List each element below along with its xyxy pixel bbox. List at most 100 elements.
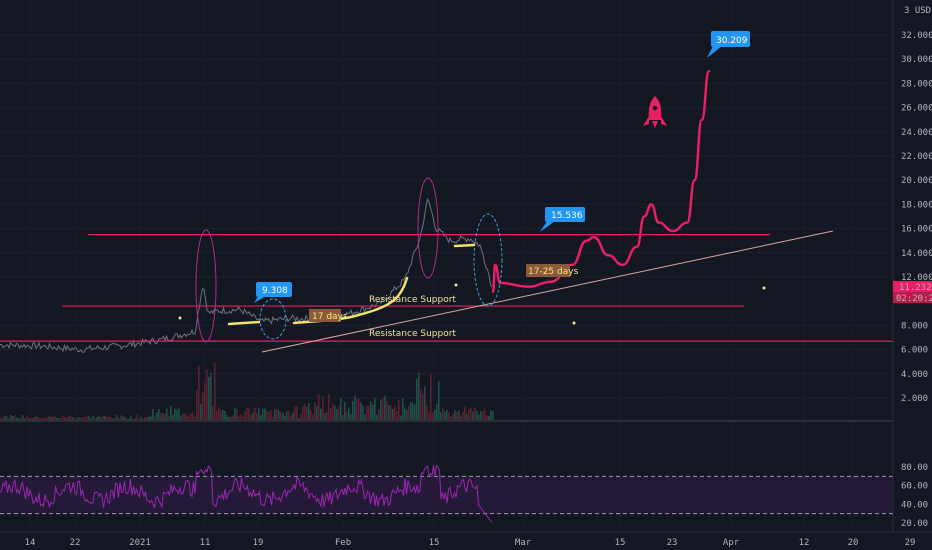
volume-bar (318, 394, 320, 420)
volume-bar (32, 417, 34, 420)
volume-bar (288, 411, 290, 420)
volume-bar (14, 415, 16, 420)
volume-bar (202, 392, 204, 420)
volume-bar (388, 405, 390, 420)
volume-bar (454, 410, 456, 420)
volume-bar (62, 415, 64, 420)
volume-bar (82, 417, 84, 420)
volume-bar (452, 414, 454, 420)
volume-bar (6, 415, 8, 420)
time-tick-label: 22 (70, 538, 81, 548)
volume-bar (316, 406, 318, 420)
price-tick-label: 26.000 (901, 104, 932, 114)
rocket-fin-right (661, 116, 667, 126)
time-tick-label: 29 (905, 538, 916, 548)
volume-bar (254, 408, 256, 420)
volume-bar (130, 415, 132, 420)
volume-bar (226, 415, 228, 420)
volume-bar (168, 415, 170, 420)
volume-bar (96, 417, 98, 420)
volume-bar (378, 409, 380, 420)
volume-bar (38, 417, 40, 420)
volume-bar (200, 404, 202, 420)
ellipse-2 (259, 298, 287, 340)
volume-bar (170, 405, 172, 420)
ellipse-1 (195, 229, 217, 343)
callout-15536-pointer (540, 221, 555, 232)
volume-bar (324, 413, 326, 420)
ellipses (195, 177, 503, 343)
volume-bar (282, 412, 284, 420)
time-tick-label: 23 (667, 538, 678, 548)
volume-bar (2, 417, 4, 420)
volume-bar (320, 408, 322, 420)
price-tick-label: 20.000 (901, 176, 932, 186)
volume-bar (152, 408, 154, 420)
volume-bar (4, 416, 6, 420)
volume-bar (450, 416, 452, 420)
ellipse-4 (473, 213, 503, 307)
callout-9308-box (256, 282, 292, 297)
rocket-icon (643, 96, 667, 128)
countdown-tag-text: 02:20:29 (896, 294, 932, 304)
volume-bar (108, 416, 110, 420)
volume-bar (30, 417, 32, 420)
volume-bar (16, 417, 18, 420)
volume-bar (18, 418, 20, 420)
volume-bar (438, 380, 440, 420)
volume-bar (302, 406, 304, 420)
marker-2 (454, 283, 458, 287)
volume-bar (248, 408, 250, 420)
rsi-pane-divider (0, 420, 932, 422)
volume-bar (174, 408, 176, 420)
volume-bar (386, 400, 388, 420)
price-tick-label: 24.000 (901, 128, 932, 138)
volume-bar (10, 415, 12, 420)
volume-bar (154, 416, 156, 420)
volume-bar (172, 414, 174, 420)
volume-bar (260, 415, 262, 420)
resistance-support-label-1: Resistance Support (369, 295, 456, 305)
volume-bar (406, 410, 408, 420)
time-axis-bg[interactable] (0, 532, 932, 550)
volume-bar (264, 408, 266, 420)
price-tick-label: 28.000 (901, 79, 932, 89)
price-axis-bg[interactable] (893, 0, 932, 550)
volume-bar (240, 414, 242, 420)
volume-bar (332, 403, 334, 420)
volume-bar (392, 409, 394, 420)
callout-9308-text: 9.308 (262, 286, 288, 296)
volume-bar (24, 418, 26, 420)
volume-bar (80, 417, 82, 420)
volume-bar (76, 417, 78, 420)
volume-bar (394, 406, 396, 420)
volume-bar (280, 411, 282, 420)
volume-bar (306, 406, 308, 420)
volume-bar (322, 396, 324, 420)
volume-bar (442, 408, 444, 420)
volume-bar (480, 411, 482, 420)
volume-bar (390, 405, 392, 420)
volume-bar (176, 409, 178, 420)
volume-bar (138, 418, 140, 420)
days-17-tag-text: 17 days (312, 312, 348, 322)
volume-bar (116, 415, 118, 420)
volume-bar (102, 415, 104, 420)
volume-bar (290, 415, 292, 420)
volume-bar (490, 410, 492, 420)
volume-bar (284, 415, 286, 420)
days-17-tag-bg (309, 309, 341, 322)
volume-bar (440, 412, 442, 420)
volume-bar (74, 418, 76, 420)
volume-bar (12, 415, 14, 420)
volume-bar (196, 390, 198, 420)
volume-bar (144, 417, 146, 420)
volume-bar (352, 400, 354, 420)
volume-bar (214, 362, 216, 420)
volume-bar (354, 395, 356, 420)
volume-bar (150, 416, 152, 420)
volume-bar (94, 418, 96, 420)
volume-bar (8, 418, 10, 420)
rsi-line (0, 464, 493, 523)
